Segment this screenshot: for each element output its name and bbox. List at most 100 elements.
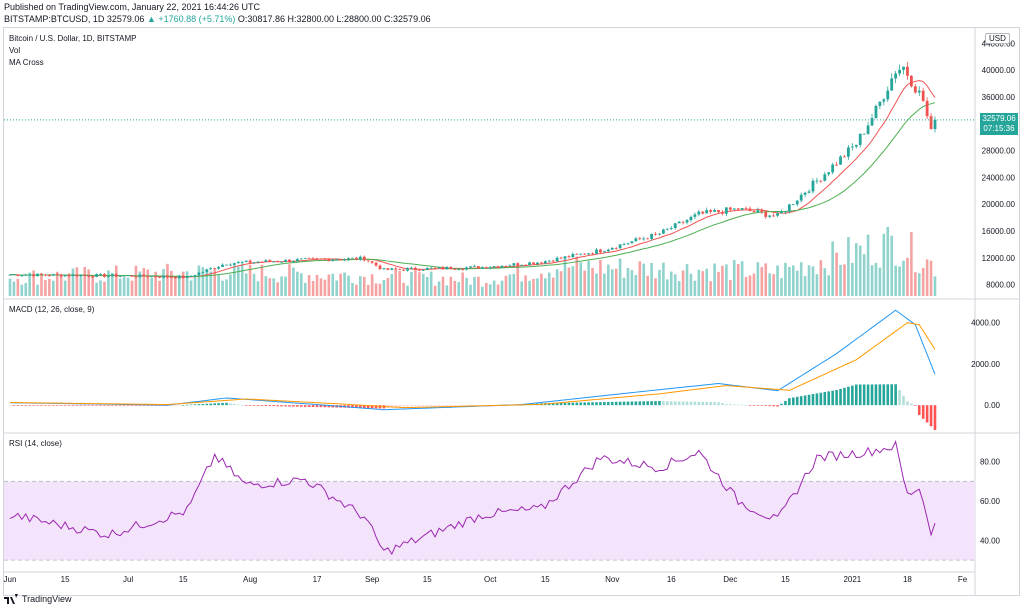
candle-body (339, 259, 343, 261)
macd-histogram-bar (55, 405, 59, 406)
macd-histogram-bar (111, 405, 114, 406)
volume-bar (614, 268, 618, 296)
volume-bar (563, 258, 567, 296)
candle-body (713, 210, 716, 212)
ticker-line: BITSTAMP:BTCUSD, 1D 32579.06 ▲ +1760.88 … (4, 14, 431, 24)
volume-bar (8, 278, 12, 296)
volume-bar (299, 273, 303, 296)
price-tick-label: 24000.00 (982, 173, 1016, 182)
macd-histogram-bar (815, 393, 819, 406)
candle-body (555, 257, 559, 262)
volume-bar (221, 280, 224, 296)
volume-bar (906, 257, 909, 296)
candle-body (575, 253, 579, 255)
ma-cross-label: MA Cross (9, 58, 44, 67)
macd-histogram-bar (929, 405, 933, 427)
macd-histogram-bar (189, 404, 193, 406)
macd-histogram-bar (362, 405, 366, 409)
macd-histogram-bar (890, 384, 894, 406)
candle-body (772, 215, 776, 217)
volume-bar (138, 271, 142, 296)
macd-histogram-bar (95, 405, 98, 406)
macd-histogram-bar (776, 405, 779, 407)
volume-bar (437, 281, 441, 296)
volume-bar (520, 281, 524, 296)
volume-bar (595, 273, 598, 296)
candle-body (776, 213, 779, 216)
volume-bar (402, 282, 405, 296)
candle-body (465, 267, 468, 270)
macd-histogram-bar (626, 401, 630, 406)
macd-histogram-bar (882, 384, 886, 406)
macd-histogram-bar (555, 402, 559, 406)
volume-bar (921, 267, 925, 296)
candle-body (292, 261, 295, 263)
macd-histogram-bar (351, 405, 354, 408)
volume-bar (201, 267, 205, 296)
candle-body (650, 233, 653, 239)
volume-bar (303, 282, 307, 296)
macd-histogram-bar (421, 405, 425, 407)
candle-body (622, 244, 626, 245)
volume-bar (610, 269, 614, 296)
volume-bar (240, 263, 244, 296)
macd-histogram-bar (795, 396, 799, 406)
macd-histogram-bar (831, 390, 834, 406)
rsi-tick-label: 40.00 (980, 536, 1001, 545)
macd-histogram-bar (284, 405, 287, 407)
time-tick-label: Nov (605, 575, 619, 584)
candle-body (284, 259, 287, 262)
volume-bar (51, 280, 55, 296)
volume-bar (323, 279, 327, 296)
candle-body (811, 180, 815, 192)
candle-body (599, 249, 602, 253)
candle-body (843, 156, 846, 158)
macd-histogram-bar (595, 402, 598, 406)
macd-histogram-bar (689, 401, 693, 406)
candle-body (12, 274, 16, 276)
volume-bar (839, 264, 842, 296)
macd-histogram-bar (378, 405, 382, 409)
candle-body (551, 260, 555, 262)
macd-histogram-bar (71, 405, 75, 406)
candle-body (477, 266, 480, 269)
candle-body (559, 257, 563, 259)
candle-body (638, 238, 642, 240)
candle-body (47, 275, 51, 277)
volume-bar (788, 266, 791, 296)
volume-bar (795, 270, 799, 296)
volume-bar (130, 280, 134, 296)
candle-body (181, 275, 185, 278)
volume-bar (421, 273, 425, 296)
macd-histogram-bar (51, 405, 55, 406)
candle-body (288, 259, 291, 262)
volume-bar (894, 265, 897, 296)
candle-body (787, 204, 791, 212)
main-pane-title: Bitcoin / U.S. Dollar, 1D, BITSTAMP (9, 34, 137, 43)
macd-histogram-bar (44, 405, 47, 406)
candle-body (311, 258, 315, 259)
volume-bar (854, 243, 858, 296)
volume-bar (823, 268, 827, 296)
volume-bar (717, 271, 720, 296)
macd-histogram-bar (650, 401, 653, 406)
volume-bar (579, 262, 583, 296)
currency-badge[interactable]: USD (985, 33, 1010, 44)
volume-bar (559, 271, 563, 296)
macd-histogram-bar (445, 405, 449, 406)
volume-bar (858, 245, 862, 296)
time-tick-label: 17 (313, 575, 322, 584)
volume-bar (103, 281, 106, 296)
volume-bar (414, 269, 417, 296)
bar-countdown: 07:15:36 (983, 124, 1015, 133)
candle-body (839, 156, 842, 165)
volume-bar (477, 276, 480, 296)
macd-histogram-bar (331, 405, 335, 408)
macd-histogram-bar (260, 405, 264, 406)
candle-body (665, 228, 669, 230)
macd-histogram-bar (736, 404, 740, 406)
candle-body (484, 267, 488, 269)
candle-body (528, 262, 531, 266)
volume-bar (71, 268, 75, 296)
